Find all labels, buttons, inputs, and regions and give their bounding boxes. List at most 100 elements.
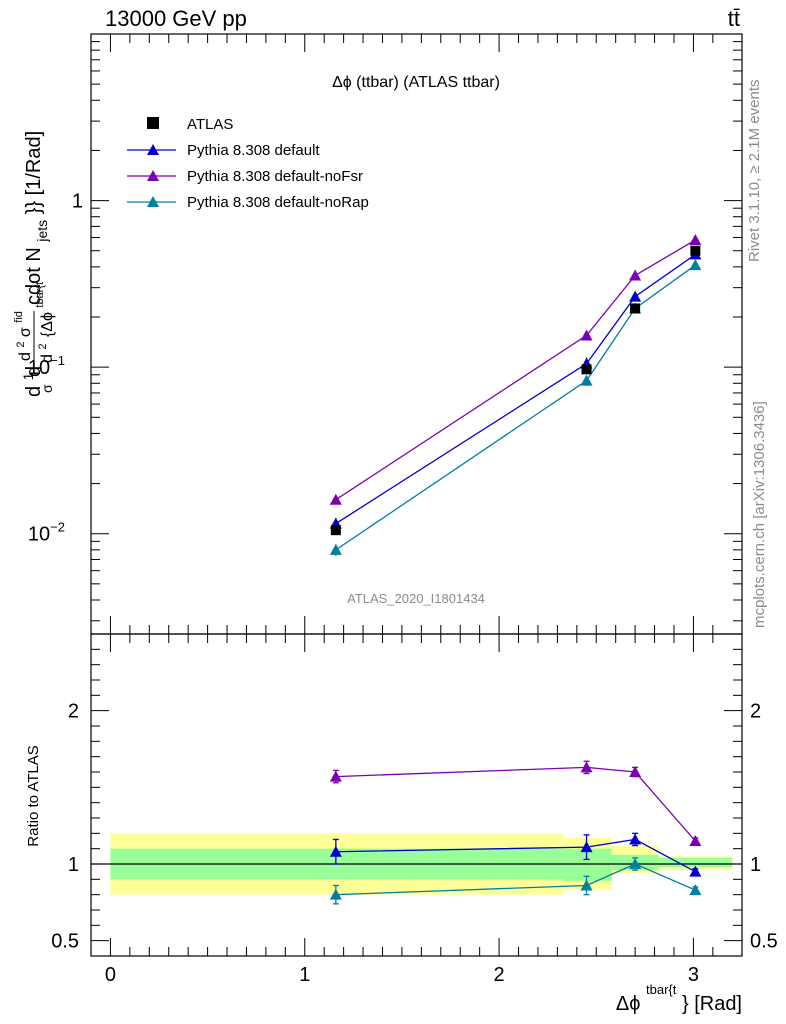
series-0 (329, 248, 702, 530)
ytick-label: 10−1 (28, 353, 65, 379)
ytick-label-exp: −1 (50, 353, 65, 368)
ratio-ytick-label-right: 1 (750, 854, 761, 876)
ylabel-part-k: }} [1/Rad] (23, 131, 45, 214)
ratio-ytick-label-left: 2 (68, 701, 79, 723)
ylabel-part-f: 2 (15, 342, 27, 348)
data-point (330, 525, 341, 536)
ylabel-part-c: σ (39, 384, 55, 393)
ratio-series-2 (329, 857, 702, 905)
mcplots-credit: mcplots.cern.ch [arXiv:1306.3436] (751, 401, 768, 628)
legend-label-norap: Pythia 8.308 default-noRap (187, 194, 369, 211)
ytick-label-base: 10 (28, 524, 50, 546)
series-point (689, 233, 702, 245)
ratio-ylabel: Ratio to ATLAS (25, 745, 42, 846)
rivet-version: Rivet 3.1.10, ≥ 2.1M events (746, 80, 763, 263)
legend-marker-norap (147, 196, 159, 207)
ratio-xlabel: Δϕ tbar{t } [Rad] (616, 977, 742, 1015)
ratio-xtick-label: 1 (299, 964, 310, 986)
ratio-point (689, 865, 702, 877)
ylabel-part-j: jets (34, 220, 50, 243)
main-panel: 10−210−11 Δϕ (ttbar) (ATLAS ttbar) ATLAS… (11, 33, 743, 635)
svg-text:d 2 {Δϕ: d 2 {Δϕ tbar{t (33, 282, 56, 363)
series-point (629, 269, 642, 281)
series-point (689, 259, 702, 271)
ratio-xtick-label: 2 (494, 964, 505, 986)
series-line (335, 239, 696, 501)
ratio-point (580, 841, 593, 853)
series-line (335, 253, 696, 525)
ratio-ytick-label-left: 0.5 (51, 931, 79, 953)
ratio-panel-frame (90, 633, 743, 957)
ylabel-part-h: fid (13, 311, 25, 323)
ratio-axis-ticks: 0.5 0.5 1 1 2 2 0 1 2 3 (51, 634, 778, 986)
main-axis-ticks: 10−210−11 (28, 34, 742, 634)
ylabel-part-i: cdot N (23, 247, 45, 305)
analysis-watermark: ATLAS_2020_I1801434 (347, 591, 485, 606)
ratio-point (329, 770, 342, 782)
series-point (329, 543, 342, 555)
ytick-label-exp: −2 (50, 520, 65, 535)
svg-text:d 2 σ: d 2 σ fid (11, 311, 34, 361)
ratio-point (689, 835, 702, 846)
legend-label-atlas: ATLAS (187, 116, 233, 133)
main-ylabel: d 1 σ d d 2 σ fid d 2 {Δϕ tbar{t cdot N … (11, 131, 56, 397)
series-point (629, 290, 642, 302)
header-left: 13000 GeV pp (105, 6, 247, 31)
ratio-point (629, 858, 642, 869)
ratio-panel: 0.5 0.5 1 1 2 2 0 1 2 3 Ratio to ATLAS Δϕ tbar{t … (25, 633, 778, 1015)
ratio-point (580, 761, 593, 773)
ratio-line (335, 863, 696, 896)
ratio-series-1 (329, 760, 702, 846)
data-point (581, 364, 592, 375)
ratio-point (629, 833, 642, 845)
ratio-ytick-label-left: 1 (68, 854, 79, 876)
ytick-label: 10−2 (28, 520, 65, 546)
ratio-line (335, 838, 696, 873)
ylabel-part-m: 2 (37, 344, 49, 350)
uncertainty-band-inner (658, 857, 733, 868)
series-point (580, 329, 593, 341)
xlabel-part-b: tbar{t (646, 982, 677, 997)
ratio-xtick-label: 0 (105, 964, 116, 986)
ylabel-part-o: tbar{t (34, 282, 46, 308)
series-2 (329, 259, 702, 556)
ratio-xtick-label: 3 (688, 964, 699, 986)
legend-label-nofsr: Pythia 8.308 default-noFsr (187, 168, 363, 185)
ylabel-part-a: d (23, 386, 45, 397)
data-point (690, 245, 701, 256)
ratio-point (689, 884, 702, 896)
xlabel-part-a: Δϕ (616, 993, 641, 1015)
series-line (335, 264, 696, 551)
legend-marker-nofsr (147, 170, 159, 181)
legend: ATLAS Pythia 8.308 default Pythia 8.308 … (127, 116, 369, 211)
uncertainty-band-inner (563, 848, 612, 881)
ylabel-part-g: σ (17, 327, 34, 337)
chart-title: Δϕ (ttbar) (ATLAS ttbar) (332, 74, 500, 91)
ratio-point (580, 879, 593, 891)
legend-marker-default (147, 144, 159, 155)
svg-text:cdot N jets }}: cdot N jets }} [1/Rad] (23, 131, 52, 305)
ytick-label: 1 (72, 191, 83, 213)
series-point (580, 374, 593, 386)
ylabel-part-n: {Δϕ (39, 312, 56, 337)
header-right: tt̄ (728, 6, 740, 31)
ratio-series-0 (329, 832, 702, 877)
ylabel-part-e: d (17, 352, 34, 361)
series-1 (329, 233, 702, 505)
ytick-label-base: 10 (28, 357, 50, 379)
ratio-ytick-label-right: 2 (750, 701, 761, 723)
data-point (630, 303, 641, 314)
ratio-point (329, 888, 342, 900)
svg-text:d 1: d 1 (20, 372, 45, 397)
ratio-point (629, 766, 642, 777)
legend-label-default: Pythia 8.308 default (187, 142, 320, 159)
ylabel-part-b: 1 (20, 372, 36, 380)
series-point (329, 493, 342, 505)
ratio-ytick-label-right: 0.5 (750, 931, 778, 953)
ylabel-part-d: d (23, 366, 45, 377)
ratio-line (335, 766, 696, 842)
ylabel-part-l: d (39, 354, 56, 363)
atlas-data (330, 245, 701, 536)
ratio-point (329, 845, 342, 857)
